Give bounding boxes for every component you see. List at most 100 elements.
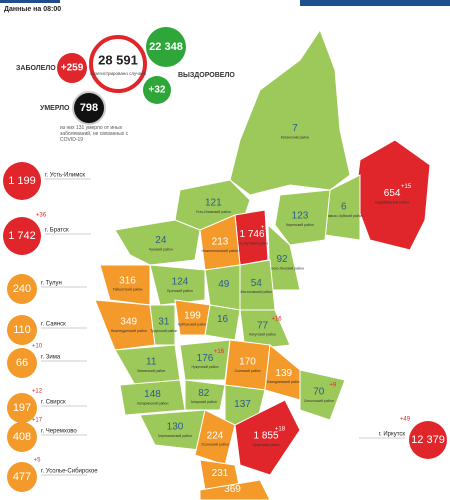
sick-label: ЗАБОЛЕЛО xyxy=(16,65,56,72)
region-name: Аларский район xyxy=(191,400,217,404)
cities: 1 199 г. Усть-Илимск 1 742 г. Братск +36 240 г… xyxy=(3,162,447,492)
region-value: 224 xyxy=(207,430,224,441)
city-delta: +12 xyxy=(32,389,43,395)
city-circle xyxy=(409,421,447,459)
dead-note: из них 131 умерло от иных заболеваний, н… xyxy=(60,125,129,143)
recovered-delta: +32 xyxy=(149,85,166,96)
region-name: Ольхонский район xyxy=(304,399,334,403)
region xyxy=(114,219,201,266)
region-name: Усть-Кутский район xyxy=(236,241,268,245)
region-delta: +9 xyxy=(329,383,337,389)
region-value: 170 xyxy=(239,357,256,368)
city-delta: +36 xyxy=(36,213,47,219)
region xyxy=(149,264,206,306)
region-delta: +16 xyxy=(271,316,282,322)
region-value: 139 xyxy=(275,368,292,379)
city-value: 240 xyxy=(13,283,31,295)
city-name: г. Зима xyxy=(41,355,61,361)
city-value: 1 742 xyxy=(8,230,36,242)
city-circle xyxy=(3,162,41,200)
sick-delta: +259 xyxy=(61,63,84,74)
total-caption: зарегистрировано случаев xyxy=(90,71,147,76)
city-circle xyxy=(7,393,37,423)
city-value: 12 379 xyxy=(411,434,445,446)
region-name: Тайшетский район xyxy=(113,288,143,292)
region-name: Баяндаевский район xyxy=(267,380,301,384)
region-value: 231 xyxy=(212,468,229,479)
region xyxy=(239,309,291,351)
region-name: Черемховский район xyxy=(158,434,192,438)
region-value: 199 xyxy=(184,310,201,321)
top-bar xyxy=(0,0,60,3)
city-value: 110 xyxy=(13,324,31,336)
total-circle xyxy=(89,35,147,93)
region-name: Киренский район xyxy=(286,223,314,227)
region-value: 124 xyxy=(172,277,189,288)
region-value: 121 xyxy=(205,197,222,208)
recovered-circle xyxy=(146,27,186,67)
region-value: 77 xyxy=(257,320,269,331)
region-value: 1 855 xyxy=(253,431,278,442)
region-value: 49 xyxy=(218,279,230,290)
region xyxy=(229,28,351,196)
region-value: 130 xyxy=(167,422,184,433)
city-delta: +5 xyxy=(34,458,42,464)
region-name: Усть-Илимский район xyxy=(196,210,231,214)
city-value: 408 xyxy=(13,431,31,443)
city-name: г. Черемхово xyxy=(41,429,77,435)
date: Данные на 08:00 xyxy=(4,6,61,13)
region-value: 1 746 xyxy=(239,229,264,240)
region-name: Тулунский район xyxy=(150,329,177,333)
region-name: Качугский район xyxy=(249,333,276,337)
city-delta: +10 xyxy=(32,344,43,350)
city-delta: +49 xyxy=(400,417,411,423)
region-value: 213 xyxy=(212,237,229,248)
city-name: г. Братск xyxy=(45,228,69,234)
banner xyxy=(300,0,450,6)
region-name: Иркутский район xyxy=(252,443,279,447)
region-value: 92 xyxy=(276,254,288,265)
region-name: Усольский район xyxy=(201,443,228,447)
region-name: Бодайбинский район xyxy=(375,200,409,204)
region-name: Осинский район xyxy=(234,369,260,373)
region-value: 11 xyxy=(146,357,157,368)
city-name: г. Свирск xyxy=(41,400,66,406)
city-name: г. Тулун xyxy=(41,281,62,287)
city-value: 477 xyxy=(13,471,31,483)
region-name: Жигаловский район xyxy=(240,290,272,294)
region-name: Заларинский район xyxy=(137,401,169,405)
region xyxy=(184,379,226,411)
dead-circle xyxy=(72,91,106,125)
region-name: Мамско-Чуйский район xyxy=(325,214,363,218)
city-value: 197 xyxy=(13,402,31,414)
region-value: 123 xyxy=(292,211,309,222)
region-name: Зиминский район xyxy=(137,369,165,373)
region-value: 24 xyxy=(155,235,167,246)
dead-label: УМЕРЛО xyxy=(40,105,70,112)
city-circle xyxy=(7,348,37,378)
region-delta: +10 xyxy=(261,225,272,231)
city-circle xyxy=(7,422,37,452)
region-name: Казачинско-Ленский район xyxy=(260,266,304,270)
sick-circle xyxy=(57,53,87,83)
region-name: Нукутский район xyxy=(191,365,218,369)
region-delta: +18 xyxy=(275,427,286,433)
region-value: 369 xyxy=(224,484,241,495)
region xyxy=(179,339,231,381)
region-value: 16 xyxy=(217,314,229,325)
region-delta: +15 xyxy=(401,184,412,190)
region-value: 54 xyxy=(251,278,263,289)
region xyxy=(234,399,301,476)
region-value: 148 xyxy=(144,389,161,400)
region-value: 654 xyxy=(384,188,401,199)
region-value: 31 xyxy=(158,317,170,328)
city-circle xyxy=(7,274,37,304)
recovered: 22 348 xyxy=(149,41,183,53)
city-circle xyxy=(7,462,37,492)
city-name: г. Иркутск xyxy=(379,432,406,438)
city-circle xyxy=(3,217,41,255)
region-delta: +16 xyxy=(214,349,225,355)
stats: ЗАБОЛЕЛО +259 28 591 зарегистрировано сл… xyxy=(16,27,235,143)
